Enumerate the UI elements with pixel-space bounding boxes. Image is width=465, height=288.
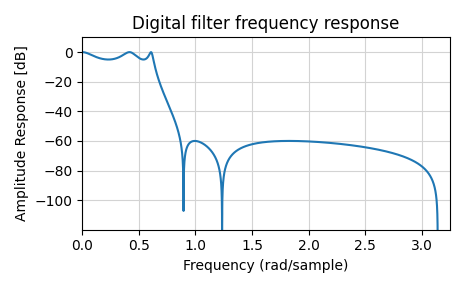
X-axis label: Frequency (rad/sample): Frequency (rad/sample) <box>184 259 349 273</box>
Title: Digital filter frequency response: Digital filter frequency response <box>133 15 400 33</box>
Y-axis label: Amplitude Response [dB]: Amplitude Response [dB] <box>15 46 29 221</box>
